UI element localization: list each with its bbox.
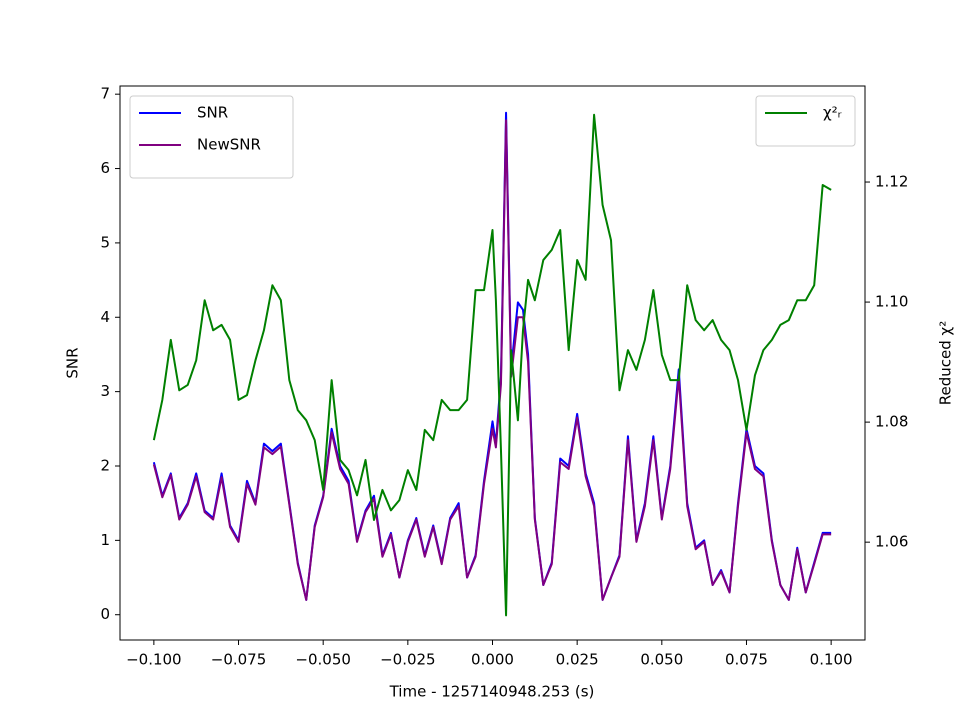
x-tick-label: −0.100 [126,651,182,669]
y2-tick-label: 1.06 [875,533,908,551]
legend-label: χ²ᵣ [823,104,842,122]
x-tick-label: 0.000 [471,651,514,669]
legend-box [129,95,294,179]
y-tick-label: 1 [100,531,110,549]
y2-tick-label: 1.12 [875,173,908,191]
legend-label: SNR [197,104,228,122]
x-tick-label: 0.050 [640,651,683,669]
x-tick-label: −0.025 [380,651,436,669]
y-tick-label: 7 [100,85,110,103]
y2-tick-label: 1.10 [875,293,908,311]
y2-tick-label: 1.08 [875,413,908,431]
x-tick-label: −0.075 [211,651,267,669]
x-axis-label: Time - 1257140948.253 (s) [389,683,595,701]
x-tick-label: −0.050 [295,651,351,669]
y-tick-label: 0 [100,605,110,623]
y-tick-label: 3 [100,382,110,400]
series-line [152,113,832,617]
x-tick-label: 0.075 [725,651,768,669]
plot-frame [119,85,866,641]
y-tick-label: 6 [100,159,110,177]
legend-label: NewSNR [197,136,261,154]
y-tick-label: 5 [100,233,110,251]
x-tick-label: 0.100 [810,651,853,669]
y-tick-label: 2 [100,456,110,474]
y2-axis-label: Reduced χ² [937,321,955,405]
x-tick-label: 0.025 [556,651,599,669]
y-tick-label: 4 [100,308,110,326]
y-axis-label: SNR [64,347,82,378]
legend-box [755,95,856,147]
series-line [152,119,832,601]
